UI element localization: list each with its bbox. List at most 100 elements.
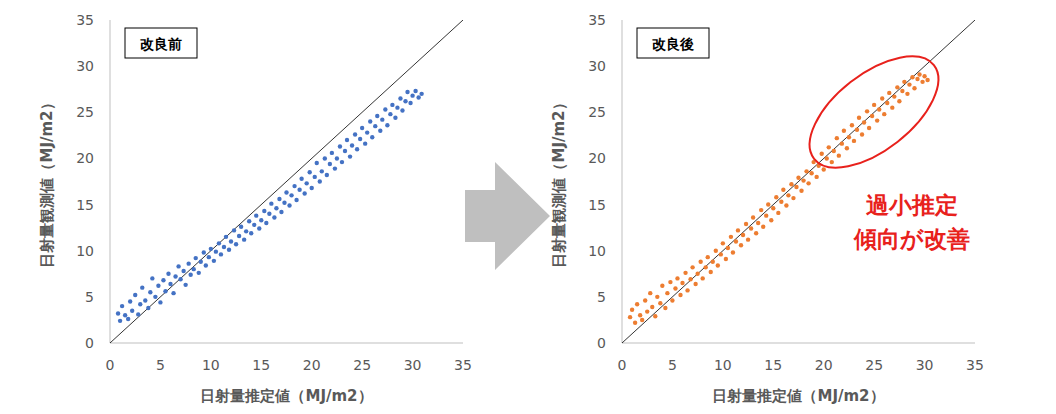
scatter-point bbox=[771, 206, 775, 210]
title-box: 改良前 bbox=[125, 28, 197, 58]
scatter-point bbox=[181, 269, 185, 273]
scatter-point bbox=[363, 141, 367, 145]
scatter-point bbox=[781, 188, 785, 192]
scatter-point bbox=[665, 291, 669, 295]
scatter-point bbox=[212, 259, 216, 263]
x-axis-title: 日射量推定値（MJ/m2） bbox=[200, 387, 372, 405]
scatter-point bbox=[333, 166, 337, 170]
x-tick-label: 5 bbox=[668, 357, 677, 373]
identity-line bbox=[622, 20, 975, 343]
scatter-point bbox=[130, 309, 134, 313]
scatter-point bbox=[804, 169, 808, 173]
scatter-point bbox=[282, 201, 286, 205]
scatter-point bbox=[875, 118, 879, 122]
scatter-point bbox=[171, 291, 175, 295]
scatter-point bbox=[920, 80, 924, 84]
scatter-point bbox=[668, 280, 672, 284]
scatter-point bbox=[837, 153, 841, 157]
scatter-point bbox=[724, 257, 728, 261]
scatter-point bbox=[239, 225, 243, 229]
x-tick-label: 35 bbox=[966, 357, 984, 373]
scatter-point bbox=[330, 151, 334, 155]
scatter-point bbox=[741, 233, 745, 237]
x-tick-label: 35 bbox=[454, 357, 472, 373]
scatter-point bbox=[188, 273, 192, 277]
y-tick-label: 0 bbox=[597, 335, 606, 351]
scatter-point bbox=[744, 222, 748, 226]
scatter-point bbox=[128, 299, 132, 303]
scatter-point bbox=[779, 200, 783, 204]
scatter-point bbox=[900, 89, 904, 93]
scatter-point bbox=[648, 291, 652, 295]
scatter-point bbox=[806, 181, 810, 185]
scatter-point bbox=[183, 283, 187, 287]
scatter-point bbox=[693, 282, 697, 286]
y-tick-label: 30 bbox=[76, 58, 94, 74]
scatter-point bbox=[249, 231, 253, 235]
scatter-point bbox=[751, 215, 755, 219]
scatter-point bbox=[388, 112, 392, 116]
scatter-point bbox=[638, 313, 642, 317]
scatter-point bbox=[860, 132, 864, 136]
scatter-point bbox=[709, 270, 713, 274]
scatter-point bbox=[194, 256, 198, 260]
scatter-point bbox=[176, 264, 180, 268]
scatter-point bbox=[264, 221, 268, 225]
scatter-point bbox=[325, 173, 329, 177]
scatter-point bbox=[242, 237, 246, 241]
y-tick-label: 20 bbox=[588, 150, 606, 166]
x-tick-label: 10 bbox=[202, 357, 220, 373]
scatter-point bbox=[870, 114, 874, 118]
scatter-point bbox=[867, 126, 871, 130]
y-axis-line bbox=[110, 20, 111, 343]
scatter-point bbox=[695, 272, 699, 276]
scatter-point bbox=[791, 196, 795, 200]
scatter-point bbox=[173, 274, 177, 278]
scatter-point bbox=[655, 295, 659, 299]
plot-area bbox=[110, 20, 463, 343]
scatter-point bbox=[754, 231, 758, 235]
scatter-point bbox=[716, 263, 720, 267]
y-tick-label: 5 bbox=[597, 289, 606, 305]
scatter-point bbox=[287, 203, 291, 207]
scatter-point bbox=[801, 178, 805, 182]
scatter-point bbox=[714, 249, 718, 253]
scatter-point bbox=[343, 149, 347, 153]
scatter-point bbox=[685, 288, 689, 292]
scatter-point bbox=[769, 218, 773, 222]
scatter-point bbox=[416, 95, 420, 99]
scatter-point bbox=[400, 108, 404, 112]
title-box: 改良後 bbox=[637, 28, 709, 58]
x-tick-label: 20 bbox=[815, 357, 833, 373]
x-tick-label: 10 bbox=[714, 357, 732, 373]
scatter-point bbox=[917, 72, 921, 76]
scatter-point bbox=[229, 239, 233, 243]
scatter-point bbox=[403, 99, 407, 103]
y-axis-line bbox=[622, 20, 623, 343]
scatter-point bbox=[340, 160, 344, 164]
scatter-point bbox=[358, 137, 362, 141]
scatter-point bbox=[704, 265, 708, 269]
y-tick-label: 35 bbox=[588, 12, 606, 28]
scatter-point bbox=[202, 250, 206, 254]
scatter-point bbox=[658, 301, 662, 305]
scatter-point bbox=[143, 298, 147, 302]
scatter-point bbox=[910, 75, 914, 79]
scatter-point bbox=[628, 315, 632, 319]
scatter-point bbox=[307, 170, 311, 174]
scatter-point bbox=[269, 201, 273, 205]
scatter-point bbox=[922, 74, 926, 78]
scatter-point bbox=[905, 92, 909, 96]
scatter-point bbox=[315, 161, 319, 165]
y-tick-label: 5 bbox=[85, 289, 94, 305]
scatter-point bbox=[277, 197, 281, 201]
scatter-point bbox=[310, 186, 314, 190]
scatter-point bbox=[835, 136, 839, 140]
chart: 0510152025303505101520253035日射量推定値（MJ/m2… bbox=[38, 12, 472, 405]
scatter-point bbox=[252, 223, 256, 227]
scatter-point bbox=[413, 89, 417, 93]
annotation: 過小推定 bbox=[866, 192, 958, 218]
scatter-point bbox=[786, 193, 790, 197]
x-tick-label: 15 bbox=[764, 357, 782, 373]
scatter-point bbox=[766, 202, 770, 206]
